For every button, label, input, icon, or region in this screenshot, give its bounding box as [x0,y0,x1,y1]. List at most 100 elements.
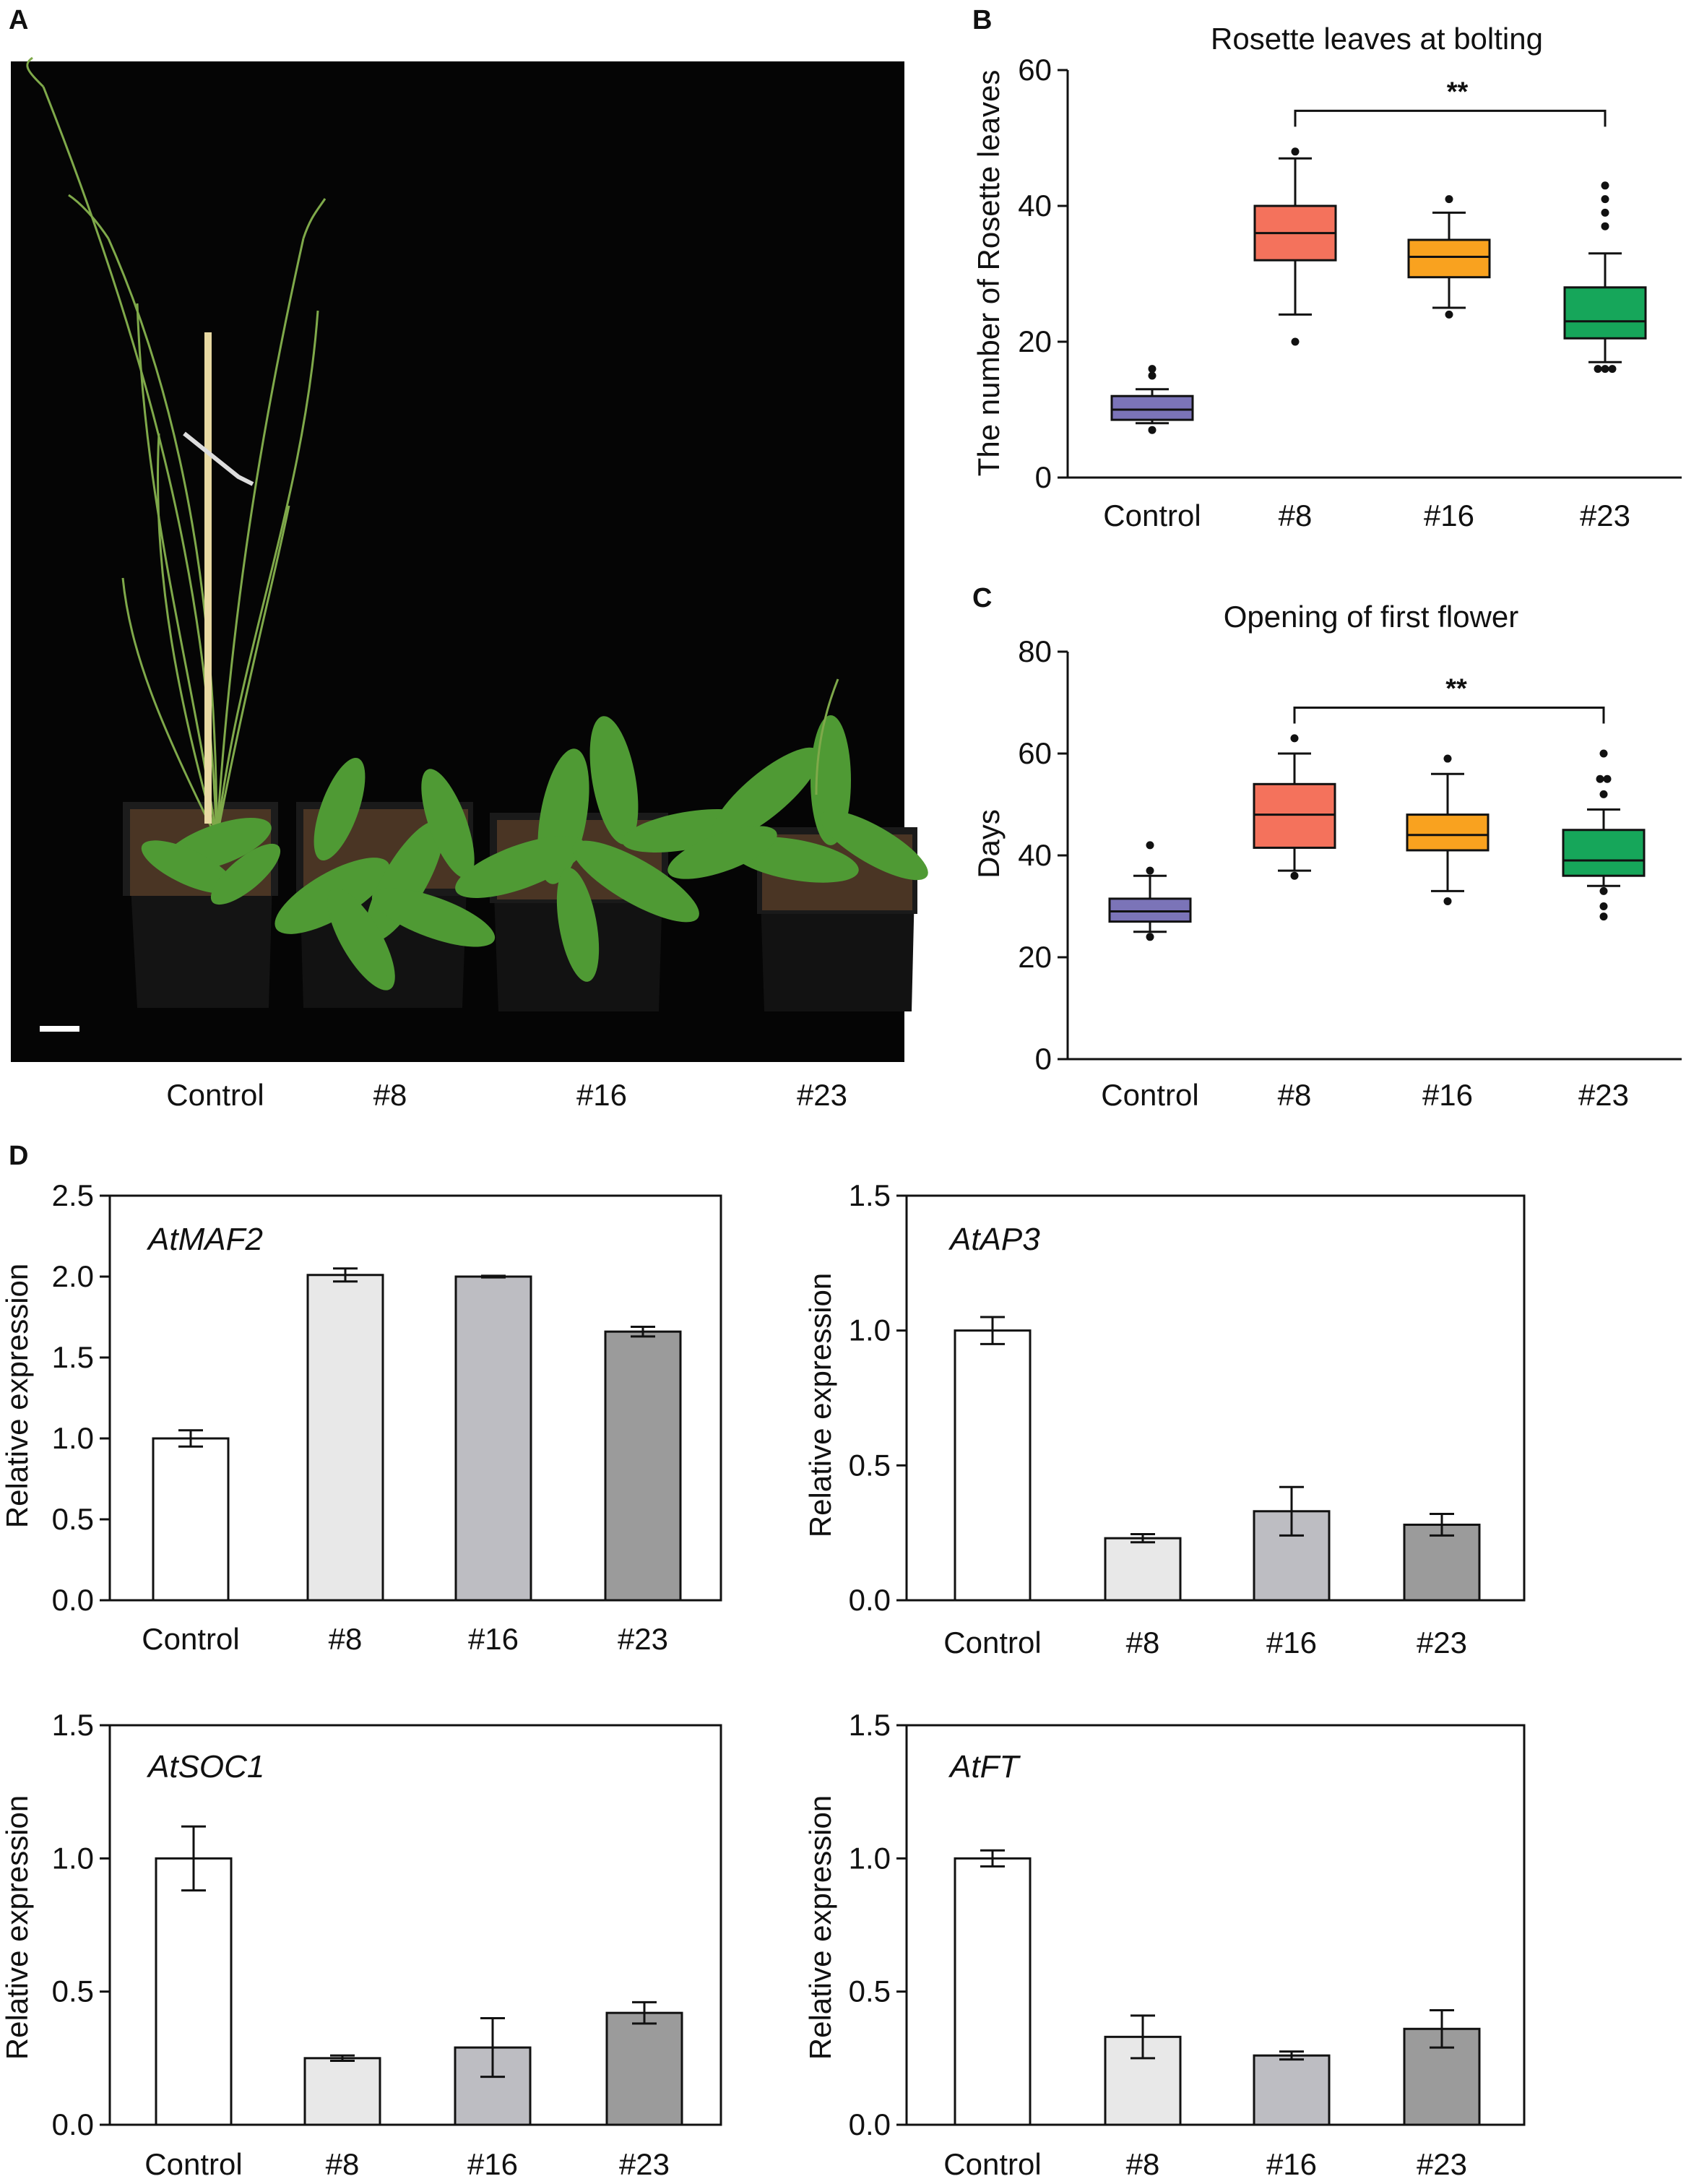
y-tick-label: 0.0 [849,2107,891,2141]
outlier-point [1601,181,1609,190]
outlier-point [1601,222,1609,230]
panel-a: A [9,5,928,1112]
y-tick-label: 40 [1018,189,1052,223]
x-category-label: Control [943,2147,1041,2181]
x-category-label: #23 [1417,1626,1467,1659]
outlier-point [1445,310,1453,319]
atap3-bar-chart: AtAP3 Relative expression 0.0 0.5 1.0 1.5 C… [803,1178,1526,1659]
scale-bar [40,1026,79,1032]
chart-b-ylabel: The number of Rosette leaves [972,70,1006,477]
bar [306,1274,384,1602]
y-tick-label: 0.0 [52,1583,94,1617]
y-tick-label: 0.5 [849,1974,891,2008]
chart-d2-marks [905,1194,1526,1602]
chart-b-ticks: 0 20 40 60 [1018,53,1068,494]
bar [155,1857,233,2126]
x-category-label: Control [1101,1078,1198,1112]
chart-b-title: Rosette leaves at bolting [1211,22,1543,56]
chart-d2-gene-label: AtAP3 [948,1222,1040,1257]
x-category-label: Control [943,1626,1041,1659]
outlier-point [1599,902,1608,910]
chart-d2-ylabel: Relative expression [803,1273,837,1538]
outlier-point [1599,912,1608,921]
chart-d2-categories: Control #8 #16 #23 [943,1626,1467,1659]
significance-bracket [1293,707,1605,724]
x-category-label: #8 [329,1622,363,1656]
y-tick-label: 1.0 [849,1313,891,1347]
x-category-label: #16 [1424,498,1474,532]
atsoc1-bar-chart: AtSOC1 Relative expression 0.00.51.01.5 … [0,1708,722,2181]
chart-c-ticks: 0 20 40 60 80 [1018,634,1068,1076]
bar [954,1857,1032,2126]
bar [152,1437,230,1602]
y-tick-label: 0 [1035,1042,1052,1076]
bar [454,1275,532,1602]
x-category-label: #16 [468,1622,519,1656]
photo-label-control: Control [166,1078,264,1112]
photo-label-23: #23 [797,1078,847,1112]
chart-d3-gene-label: AtSOC1 [146,1749,264,1784]
chart-c-marks: ** [1066,652,1682,1061]
plot-frame [108,1724,722,2126]
outlier-point [1599,749,1608,758]
bar [1253,2054,1331,2126]
y-tick-label: 20 [1018,324,1052,358]
x-category-label: #16 [1266,1626,1317,1659]
box [1562,829,1646,877]
box [1110,394,1194,421]
panel-label-b: B [972,5,992,35]
x-category-label: #8 [1126,2147,1160,2181]
chart-d1-categories: Control #8 #16 #23 [142,1622,668,1656]
outlier-point [1601,365,1609,374]
y-tick-label: 1.0 [52,1841,94,1875]
box [1407,238,1491,279]
significance-label: ** [1447,77,1469,107]
photo-label-16: #16 [576,1078,627,1112]
x-category-label: #23 [1417,2147,1467,2181]
outlier-point [1290,734,1299,743]
outlier-point [1291,337,1300,346]
outlier-point [1146,866,1154,875]
y-tick-label: 1.5 [52,1708,94,1742]
x-category-label: #16 [1422,1078,1473,1112]
outlier-point [1601,195,1609,204]
x-category-label: #23 [618,1622,668,1656]
chart-c-categories: Control #8 #16 #23 [1101,1078,1629,1112]
y-tick-label: 2.5 [52,1178,94,1212]
bar [604,1330,682,1602]
outlier-point [1603,774,1612,783]
bar [954,1329,1032,1602]
x-category-label: #8 [1279,498,1313,532]
panel-label-d: D [9,1141,28,1171]
x-category-label: #23 [619,2147,670,2181]
plot-frame [905,1724,1526,2126]
box [1406,813,1490,852]
x-category-label: #16 [467,2147,518,2181]
bar [303,2057,381,2126]
x-category-label: Control [144,2147,242,2181]
rosette-leaves [141,715,928,990]
chart-d3-ticks: 0.0 0.5 1.0 1.5 [52,1708,110,2141]
y-tick-label: 0.5 [52,1974,94,2008]
y-tick-label: 0 [1035,460,1052,494]
atmaf2-bar-chart: AtMAF2 Relative expression 0.0 0.5 1.0 1.5 2… [0,1178,722,1656]
plot-frame [108,1194,722,1602]
y-tick-label: 0.0 [849,1583,891,1617]
box [1108,897,1192,923]
y-tick-label: 40 [1018,838,1052,872]
outlier-point [1148,365,1157,374]
box [1563,286,1647,340]
x-category-label: #23 [1580,498,1630,532]
x-category-label: #16 [1266,2147,1317,2181]
photo-labels: Control #8 #16 #23 [166,1078,847,1112]
outlier-point [1443,754,1452,763]
rosette-leaves-boxplot: Rosette leaves at bolting The number of … [972,22,1682,532]
y-tick-label: 1.5 [52,1340,94,1374]
y-tick-label: 1.5 [849,1178,891,1212]
chart-d4-marks [905,1724,1526,2126]
outlier-point [1601,208,1609,217]
panel-label-c: C [972,583,992,613]
bar [1104,1537,1182,1602]
y-tick-label: 80 [1018,634,1052,668]
